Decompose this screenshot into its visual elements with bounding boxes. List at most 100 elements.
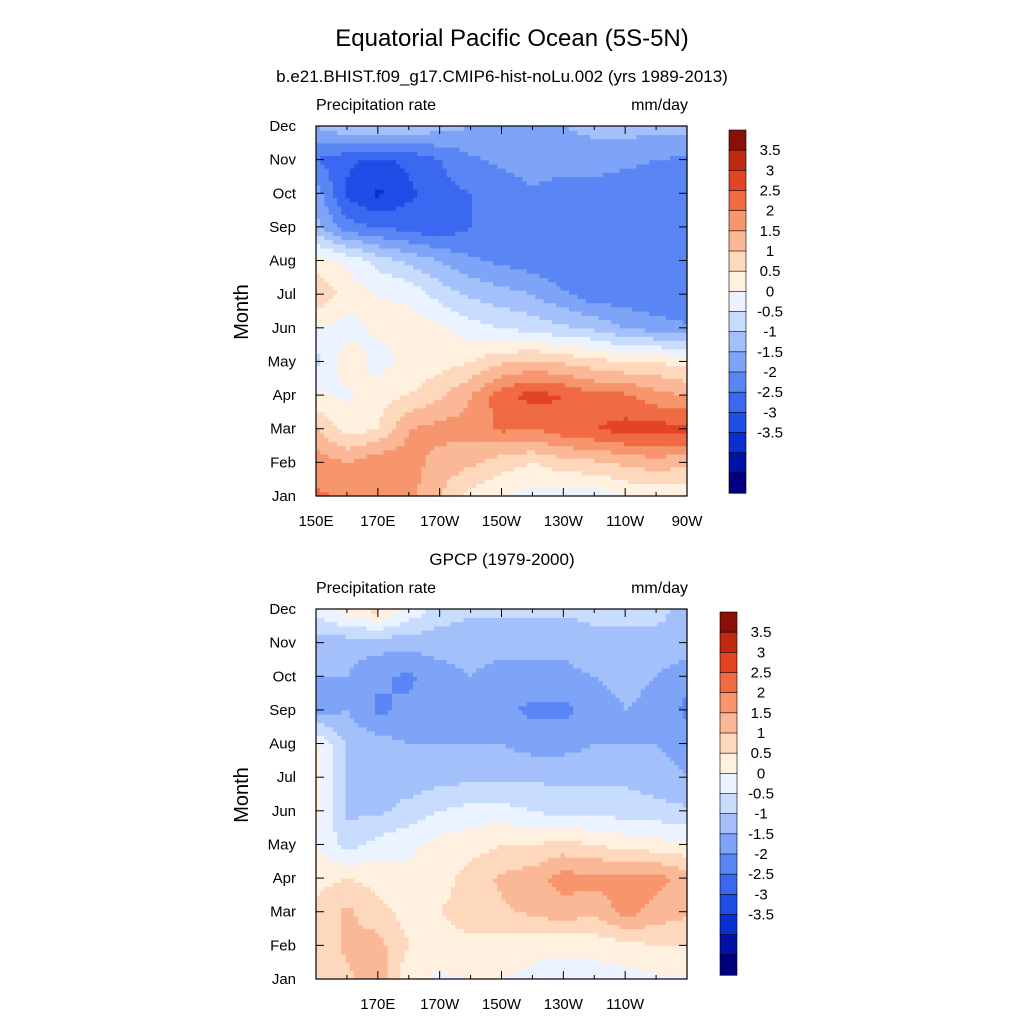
heatmap-cell — [627, 449, 633, 455]
heatmap-cell — [316, 357, 321, 363]
heatmap-cell — [514, 289, 519, 295]
heatmap-cell — [450, 348, 456, 354]
heatmap-cell — [455, 348, 460, 354]
heatmap-cell — [332, 403, 338, 409]
heatmap-cell — [547, 390, 553, 396]
heatmap-cell — [543, 437, 549, 442]
heatmap-cell — [678, 268, 684, 274]
heatmap-cell — [568, 268, 574, 274]
heatmap-cell — [497, 268, 503, 274]
heatmap-cell — [501, 306, 507, 312]
heatmap-cell — [404, 260, 410, 266]
heatmap-cell — [598, 289, 604, 295]
heatmap-cell — [375, 336, 380, 342]
heatmap-cell — [370, 424, 376, 430]
heatmap-cell — [332, 411, 338, 417]
heatmap-cell — [640, 277, 646, 283]
heatmap-cell — [425, 340, 431, 346]
heatmap-cell — [611, 344, 616, 350]
heatmap-cell — [316, 453, 321, 459]
heatmap-cell — [577, 487, 583, 493]
heatmap-cell — [552, 327, 557, 333]
heatmap-cell — [636, 432, 642, 438]
heatmap-cell — [480, 441, 486, 447]
heatmap-cell — [564, 411, 570, 417]
heatmap-cell — [345, 432, 351, 438]
heatmap-cell — [366, 424, 372, 430]
heatmap-cell — [400, 285, 406, 291]
heatmap-cell — [552, 344, 557, 350]
heatmap-cell — [514, 344, 519, 350]
heatmap-cell — [488, 428, 494, 434]
heatmap-cell — [661, 470, 667, 476]
heatmap-cell — [581, 474, 587, 480]
heatmap-cell — [438, 327, 444, 333]
heatmap-cell — [552, 336, 557, 342]
heatmap-cell — [594, 462, 600, 468]
heatmap-cell — [678, 466, 684, 472]
heatmap-cell — [640, 336, 646, 342]
heatmap-cell — [577, 462, 583, 468]
heatmap-cell — [396, 382, 401, 388]
heatmap-cell — [526, 285, 532, 291]
heatmap-cell — [493, 466, 498, 472]
heatmap-cell — [590, 382, 595, 388]
heatmap-cell — [670, 306, 675, 312]
heatmap-cell — [353, 432, 359, 438]
heatmap-cell — [581, 264, 587, 270]
heatmap-cell — [649, 374, 654, 379]
heatmap-cell — [471, 268, 477, 274]
heatmap-cell — [514, 474, 519, 480]
heatmap-cell — [341, 403, 347, 409]
heatmap-cell — [649, 311, 654, 316]
heatmap-cell — [602, 289, 608, 295]
heatmap-cell — [366, 458, 372, 463]
heatmap-cell — [375, 479, 380, 484]
heatmap-cell — [362, 374, 368, 379]
heatmap-cell — [341, 344, 347, 350]
heatmap-cell — [383, 294, 389, 299]
heatmap-cell — [518, 348, 524, 354]
heatmap-cell — [615, 273, 621, 278]
heatmap-cell — [682, 399, 688, 405]
heatmap-cell — [383, 285, 389, 291]
heatmap-cell — [463, 424, 469, 430]
heatmap-cell — [615, 416, 621, 421]
heatmap-cell — [505, 357, 511, 363]
heatmap-cell — [480, 424, 486, 430]
heatmap-cell — [598, 458, 604, 463]
heatmap-cell — [644, 323, 650, 329]
heatmap-cell — [471, 403, 477, 409]
heatmap-cell — [316, 466, 321, 472]
heatmap-cell — [531, 378, 536, 384]
heatmap-cell — [539, 491, 545, 497]
heatmap-cell — [316, 390, 321, 396]
heatmap-cell — [653, 395, 659, 400]
heatmap-cell — [611, 437, 616, 442]
heatmap-cell — [320, 407, 326, 413]
heatmap-cell — [463, 340, 469, 346]
heatmap-cell — [674, 344, 680, 350]
heatmap-cell — [627, 327, 633, 333]
heatmap-cell — [619, 374, 625, 379]
heatmap-cell — [459, 487, 465, 493]
heatmap-cell — [375, 323, 380, 329]
heatmap-cell — [429, 340, 435, 346]
heatmap-cell — [429, 256, 435, 262]
heatmap-cell — [615, 386, 621, 392]
heatmap-cell — [577, 260, 583, 266]
heatmap-cell — [476, 319, 482, 325]
heatmap-cell — [568, 365, 574, 371]
heatmap-cell — [471, 437, 477, 442]
heatmap-cell — [585, 302, 591, 308]
heatmap-cell — [670, 453, 675, 459]
heatmap-cell — [632, 386, 638, 392]
heatmap-cell — [387, 336, 393, 342]
heatmap-cell — [674, 453, 680, 459]
heatmap-cell — [602, 311, 608, 316]
heatmap-cell — [320, 424, 326, 430]
heatmap-cell — [421, 470, 427, 476]
heatmap-cell — [425, 378, 431, 384]
heatmap-cell — [552, 264, 557, 270]
heatmap-cell — [585, 474, 591, 480]
